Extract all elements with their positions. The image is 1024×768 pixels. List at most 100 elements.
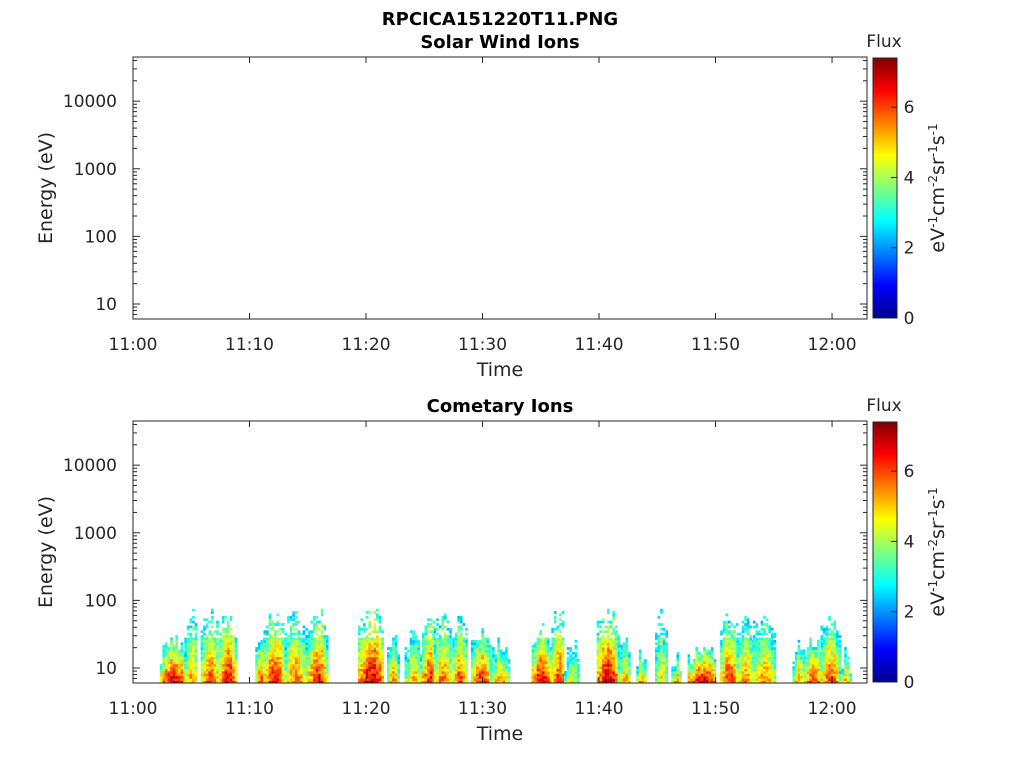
flux-cell (687, 654, 691, 658)
flux-cell (257, 649, 261, 653)
flux-cell (287, 656, 290, 660)
flux-cell (381, 630, 384, 634)
flux-cell (505, 668, 508, 672)
flux-cell (614, 625, 618, 629)
flux-cell (833, 649, 836, 653)
flux-cell (470, 654, 474, 658)
flux-cell (454, 647, 458, 650)
flux-cell (192, 666, 195, 669)
flux-cell (494, 675, 498, 679)
flux-cell (205, 635, 209, 638)
flux-cell (752, 666, 756, 669)
flux-cell (378, 659, 382, 662)
ion-burst (219, 615, 238, 683)
flux-cell (708, 666, 711, 669)
flux-cell (294, 615, 298, 619)
flux-cell (221, 675, 225, 679)
flux-cell (404, 668, 408, 672)
flux-cell (730, 644, 734, 648)
flux-cell (569, 668, 572, 672)
flux-cell (609, 675, 613, 679)
flux-cell (224, 644, 227, 648)
flux-cell (192, 642, 195, 646)
flux-cell (457, 642, 460, 646)
flux-cell (676, 651, 680, 655)
flux-cell (728, 663, 731, 667)
flux-cell (711, 671, 714, 674)
flux-cell (320, 659, 324, 662)
flux-cell (599, 663, 602, 667)
flux-cell (313, 644, 316, 648)
flux-cell (389, 656, 393, 660)
flux-cell (407, 659, 410, 662)
flux-cell (622, 673, 626, 677)
flux-cell (205, 625, 209, 629)
flux-cell (234, 647, 238, 650)
flux-cell (569, 671, 572, 674)
flux-cell (368, 654, 371, 658)
flux-cell (449, 651, 452, 655)
flux-cell (733, 680, 736, 683)
flux-cell (536, 651, 540, 655)
flux-cell (846, 673, 850, 677)
flux-cell (313, 623, 316, 626)
flux-cell (571, 678, 575, 681)
flux-cell (614, 651, 618, 655)
flux-cell (692, 668, 696, 672)
flux-cell (297, 654, 301, 658)
flux-cell (378, 627, 382, 631)
flux-cell (547, 639, 550, 643)
flux-cell (601, 630, 605, 634)
flux-cell (186, 673, 190, 677)
flux-cell (266, 632, 269, 636)
flux-cell (292, 637, 295, 641)
flux-cell (276, 639, 280, 643)
flux-cell (844, 656, 847, 660)
flux-cell (662, 654, 666, 658)
flux-cell (614, 649, 618, 653)
flux-cell (462, 649, 466, 653)
flux-cell (457, 635, 460, 638)
flux-cell (760, 663, 764, 667)
flux-cell (392, 675, 395, 679)
flux-cell (559, 666, 562, 669)
flux-cell (208, 620, 211, 624)
flux-cell (211, 632, 214, 636)
flux-cell (289, 630, 293, 634)
flux-cell (376, 675, 379, 679)
flux-cell (607, 675, 610, 679)
flux-cell (820, 637, 823, 641)
flux-cell (690, 668, 693, 672)
flux-cell (421, 647, 425, 650)
flux-cell (811, 647, 815, 650)
flux-cell (765, 637, 769, 641)
flux-cell (638, 680, 642, 683)
flux-cell (473, 678, 477, 681)
flux-cell (315, 649, 319, 653)
flux-cell (373, 656, 377, 660)
flux-cell (200, 654, 204, 658)
flux-cell (604, 642, 608, 646)
flux-cell (713, 663, 717, 667)
flux-cell (289, 651, 293, 655)
x-tick-label: 11:30 (458, 699, 507, 719)
flux-cell (412, 649, 415, 653)
flux-cell (657, 642, 661, 646)
flux-cell (838, 639, 842, 643)
flux-cell (470, 680, 474, 683)
flux-cell (260, 654, 264, 658)
flux-cell (601, 618, 605, 622)
flux-cell (268, 661, 272, 665)
flux-cell (357, 659, 361, 662)
flux-cell (690, 675, 693, 679)
flux-cell (758, 651, 761, 655)
flux-cell (234, 666, 238, 669)
flux-cell (771, 666, 774, 669)
flux-cell (266, 644, 269, 648)
flux-cell (609, 680, 613, 683)
flux-cell (534, 673, 537, 677)
y-tick-label: 10 (95, 295, 117, 315)
colorbar-tick-label: 0 (904, 673, 915, 693)
flux-cell (478, 678, 482, 681)
flux-cell (205, 647, 209, 650)
